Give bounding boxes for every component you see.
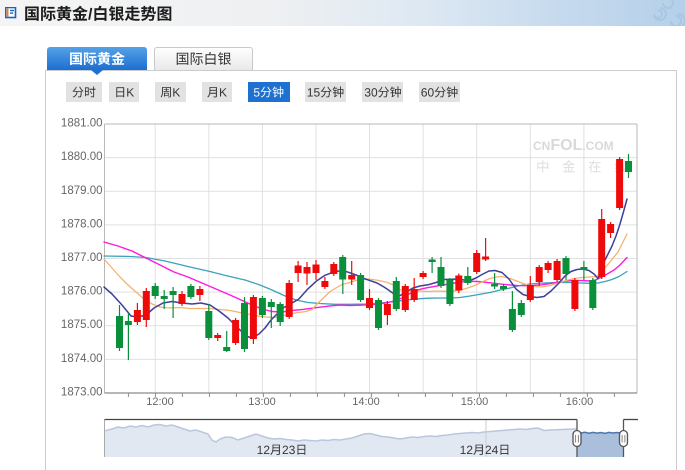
svg-text:16:00: 16:00 [566, 396, 594, 408]
svg-text:1873.00: 1873.00 [61, 387, 103, 399]
svg-text:13:00: 13:00 [248, 396, 276, 408]
svg-text:1876.00: 1876.00 [61, 286, 103, 298]
svg-text:1880.00: 1880.00 [61, 151, 103, 163]
svg-text:14:00: 14:00 [352, 396, 380, 408]
svg-text:1881.00: 1881.00 [61, 118, 103, 130]
svg-text:1874.00: 1874.00 [61, 353, 103, 365]
svg-text:1875.00: 1875.00 [61, 319, 103, 331]
svg-text:1879.00: 1879.00 [61, 185, 103, 197]
svg-text:CNFOL.COM: CNFOL.COM [533, 137, 614, 154]
svg-text:12:00: 12:00 [146, 396, 174, 408]
svg-text:1878.00: 1878.00 [61, 218, 103, 230]
svg-text:1877.00: 1877.00 [61, 252, 103, 264]
svg-text:15:00: 15:00 [461, 396, 489, 408]
